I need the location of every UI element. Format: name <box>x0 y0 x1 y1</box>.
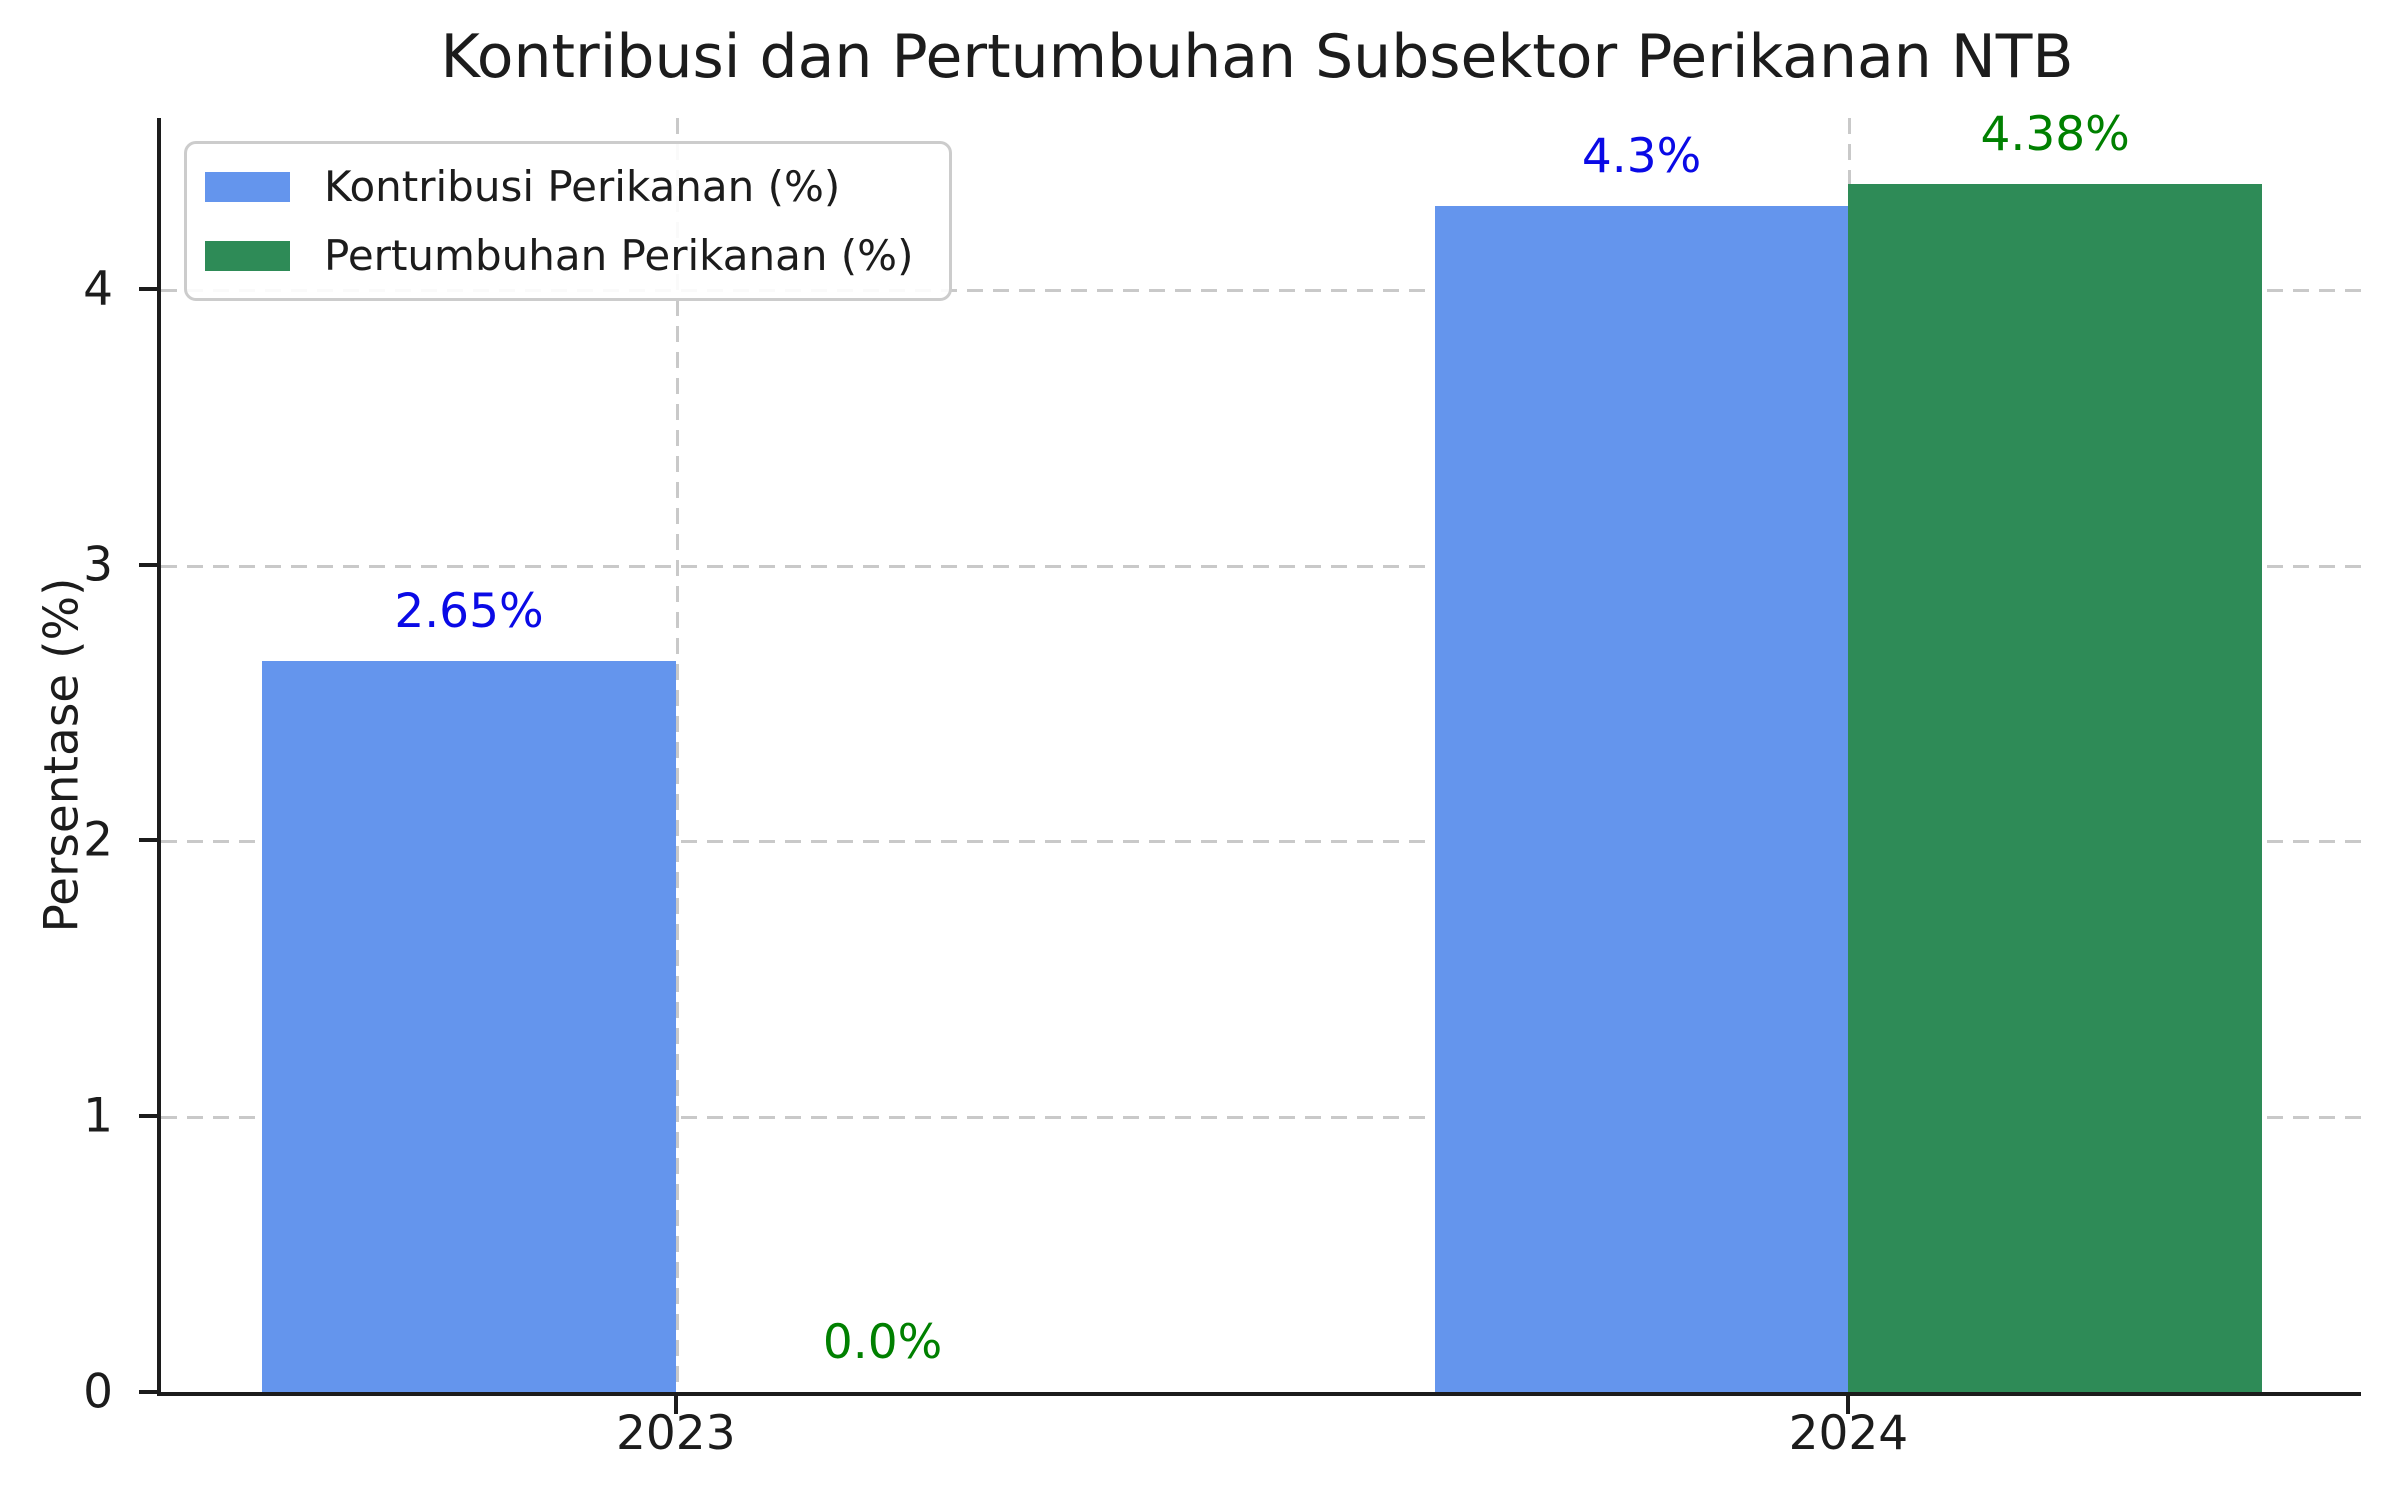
legend-row-pertumbuhan: Pertumbuhan Perikanan (%) <box>205 231 913 280</box>
legend-row-kontribusi: Kontribusi Perikanan (%) <box>205 162 913 211</box>
x-tick-mark-2024 <box>1846 1396 1851 1414</box>
y-tick-mark-4 <box>139 286 157 291</box>
bar-kontribusi-2023 <box>262 661 676 1392</box>
x-tick-label-2024: 2024 <box>1788 1406 1909 1461</box>
y-tick-label-0: 0 <box>83 1364 113 1420</box>
bar-kontribusi-2024 <box>1434 206 1849 1392</box>
y-tick-mark-2 <box>139 838 157 843</box>
y-tick-label-2: 2 <box>83 812 113 868</box>
chart-title: Kontribusi dan Pertumbuhan Subsektor Per… <box>440 22 2074 92</box>
y-tick-label-4: 4 <box>83 261 113 317</box>
legend-label-pertumbuhan: Pertumbuhan Perikanan (%) <box>324 231 914 280</box>
value-label-kontribusi-2024: 4.3% <box>1581 129 1702 185</box>
legend: Kontribusi Perikanan (%) Pertumbuhan Per… <box>184 141 953 301</box>
value-label-pertumbuhan-2023: 0.0% <box>822 1315 943 1370</box>
legend-label-kontribusi: Kontribusi Perikanan (%) <box>324 162 841 211</box>
h-gridline-3 <box>161 564 2361 568</box>
value-label-pertumbuhan-2024: 4.38% <box>1980 107 2130 163</box>
legend-patch-kontribusi <box>205 171 290 202</box>
x-tick-label-2023: 2023 <box>615 1406 736 1461</box>
h-gridline-2 <box>161 840 2361 844</box>
plot-area: 2.65% 0.0% 4.3% 4.38% 0 1 2 3 4 2023 202… <box>83 107 2361 1461</box>
y-tick-label-1: 1 <box>83 1088 113 1144</box>
x-tick-mark-2023 <box>673 1396 678 1414</box>
h-gridline-4 <box>161 288 2361 292</box>
value-label-kontribusi-2023: 2.65% <box>394 584 544 640</box>
legend-patch-pertumbuhan <box>205 240 290 271</box>
y-axis-label: Persentase (%) <box>34 577 90 933</box>
y-tick-mark-1 <box>139 1114 157 1119</box>
h-gridline-1 <box>161 1116 2361 1120</box>
bar-pertumbuhan-2024 <box>1848 184 2262 1392</box>
y-tick-mark-0 <box>139 1390 157 1394</box>
v-gridline-2023 <box>675 118 679 1392</box>
y-tick-label-3: 3 <box>83 537 113 593</box>
y-tick-mark-3 <box>139 562 157 567</box>
